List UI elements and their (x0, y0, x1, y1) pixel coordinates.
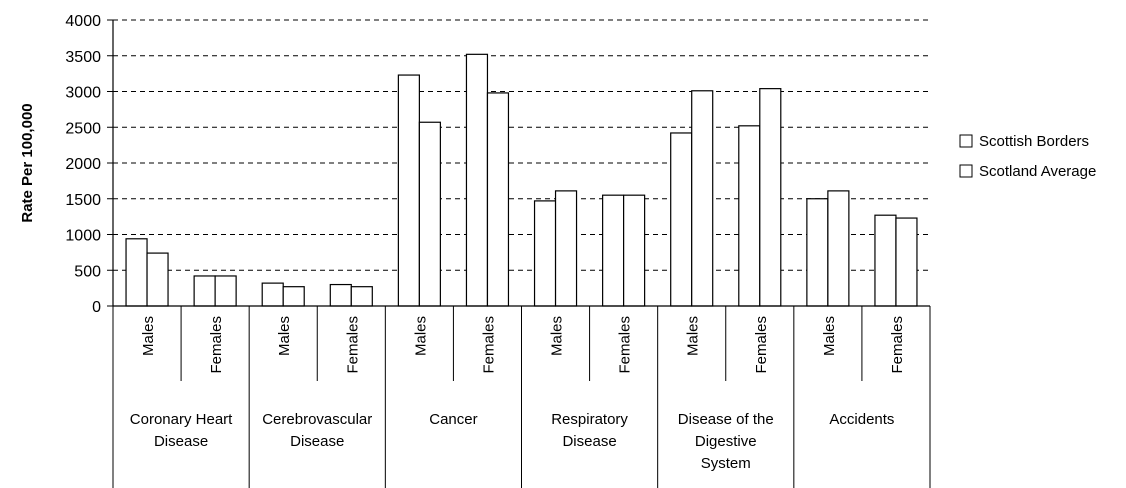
category-label-females: Females (480, 316, 497, 374)
bar-scottish-borders (329, 283, 352, 307)
y-tick-label: 3000 (65, 85, 101, 102)
group-label: Cancer (429, 411, 477, 428)
category-label-males: Males (549, 316, 566, 356)
bar-scottish-borders (602, 194, 625, 307)
bar-scotland-average (759, 88, 782, 307)
bars (125, 53, 918, 307)
group-label: Respiratory (551, 411, 628, 428)
bar-scotland-average (214, 275, 237, 307)
bar-scotland-average (827, 190, 850, 307)
group-label: Digestive (695, 433, 757, 450)
category-label-males: Males (140, 316, 157, 356)
legend-entry: Scotland Average (979, 163, 1096, 180)
bar-scotland-average (691, 90, 714, 307)
bar-scottish-borders (533, 200, 557, 307)
category-label-males: Males (276, 316, 293, 356)
category-label-females: Females (617, 316, 634, 374)
y-tick-label: 2500 (65, 120, 101, 137)
bar-scotland-average (486, 92, 510, 307)
bar-scotland-average (418, 121, 441, 307)
labels: 0 500 1000 1500 2000 2500 3000 3500 4000 Males Fem… (19, 13, 906, 472)
bar-scottish-borders (397, 74, 420, 307)
y-tick-label: 2000 (65, 156, 101, 173)
category-label-females: Females (753, 316, 770, 374)
y-tick-label: 1500 (65, 192, 101, 209)
legend-entry: Scottish Borders (979, 133, 1089, 150)
group-label: System (701, 455, 751, 472)
y-tick-label: 500 (74, 263, 101, 280)
bar-scottish-borders (125, 238, 148, 307)
bar-scottish-borders (738, 125, 761, 307)
group-label: Disease (154, 433, 208, 450)
category-label-females: Females (344, 316, 361, 374)
group-label: Cerebrovascular (262, 411, 372, 428)
category-label-females: Females (889, 316, 906, 374)
category-label-females: Females (208, 316, 225, 374)
group-label: Disease of the (678, 411, 774, 428)
y-tick-label: 3500 (65, 49, 101, 66)
bar-scotland-average (282, 286, 305, 307)
bar-scotland-average (146, 252, 169, 307)
bar-scotland-average (623, 194, 646, 307)
legend-swatch (959, 164, 973, 178)
category-label-males: Males (821, 316, 838, 356)
legend-swatch (959, 134, 973, 148)
bar-scottish-borders (193, 275, 216, 307)
grid-lines (113, 19, 930, 271)
axes (107, 19, 931, 488)
category-label-males: Males (685, 316, 702, 356)
group-label: Accidents (829, 411, 894, 428)
group-label: Disease (290, 433, 344, 450)
y-tick-label: 4000 (65, 13, 101, 30)
bar-scotland-average (895, 217, 918, 307)
group-label: Coronary Heart (130, 411, 233, 428)
y-tick-label: 1000 (65, 228, 101, 245)
bar-scottish-borders (261, 282, 284, 307)
bar-scotland-average (554, 190, 578, 307)
bar-scottish-borders (670, 132, 693, 307)
bar-scottish-borders (874, 214, 897, 307)
y-axis-label: Rate Per 100,000 (19, 103, 36, 222)
bar-scotland-average (350, 286, 373, 307)
bar-scottish-borders (465, 53, 489, 307)
y-tick-label: 0 (92, 299, 101, 316)
category-label-males: Males (412, 316, 429, 356)
group-label: Disease (562, 433, 616, 450)
legend: Scottish Borders Scotland Average (959, 133, 1096, 180)
bar-scottish-borders (806, 198, 829, 307)
